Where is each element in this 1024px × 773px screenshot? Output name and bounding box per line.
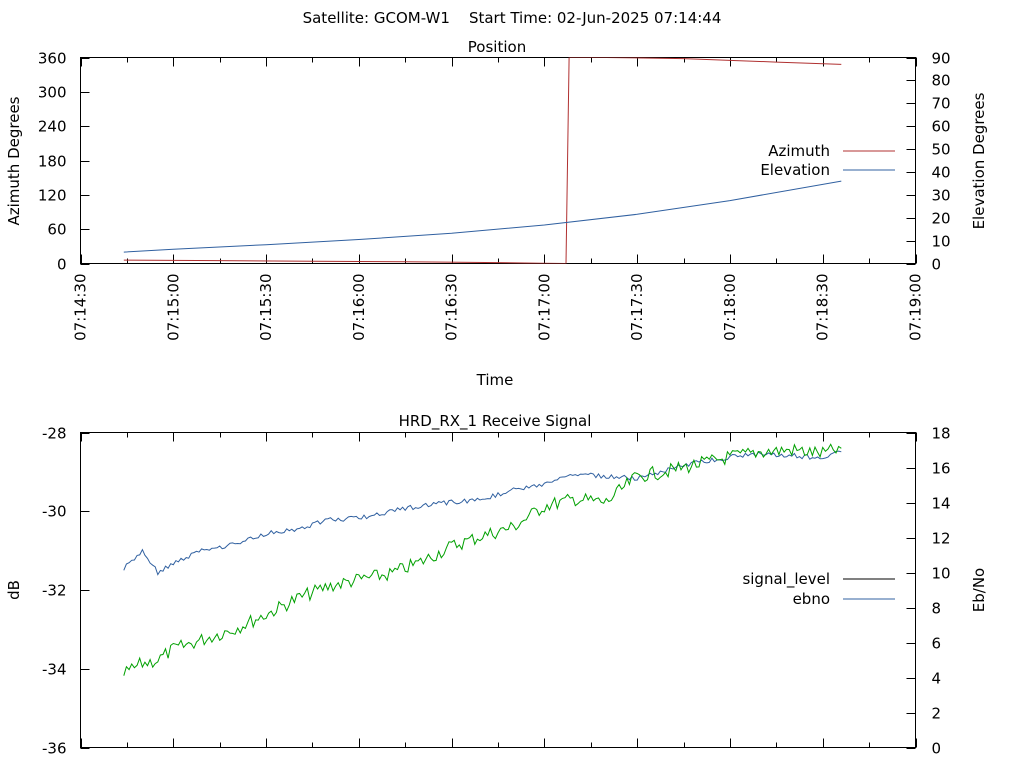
position-ylabel: Azimuth Degrees bbox=[5, 96, 23, 225]
legend-label-elevation: Elevation bbox=[760, 161, 830, 179]
position-y2label: Elevation Degrees bbox=[970, 92, 988, 229]
signal-y2tick-label: 8 bbox=[932, 600, 942, 618]
position-ytick-label: 240 bbox=[38, 118, 67, 136]
signal-y2tick-label: 0 bbox=[932, 740, 942, 758]
position-xtick-label: 07:16:30 bbox=[443, 274, 461, 341]
signal-y2tick-label: 2 bbox=[932, 705, 942, 723]
position-ytick-label: 120 bbox=[38, 187, 67, 205]
page-header: Satellite: GCOM-W1 Start Time: 02-Jun-20… bbox=[303, 9, 722, 27]
signal-y2tick-label: 16 bbox=[932, 460, 951, 478]
signal-series-line-2 bbox=[123, 443, 842, 676]
position-xtick-label: 07:14:30 bbox=[72, 274, 90, 341]
signal-y2tick-label: 12 bbox=[932, 530, 951, 548]
position-title: Position bbox=[468, 38, 526, 56]
position-ticks: 07:14:30 07:15:00 07:15:30 07:16:00 07:16:30… bbox=[38, 50, 951, 341]
signal-ylabel: dB bbox=[5, 580, 23, 600]
signal-ytick-label: -28 bbox=[42, 425, 67, 443]
position-ytick-label: 180 bbox=[38, 153, 67, 171]
position-series bbox=[123, 57, 842, 264]
legend-label-azimuth: Azimuth bbox=[768, 142, 830, 160]
position-legend: Azimuth Elevation bbox=[760, 142, 895, 179]
signal-title: HRD_RX_1 Receive Signal bbox=[399, 412, 592, 431]
position-y2tick-label: 0 bbox=[932, 256, 942, 274]
position-y2tick-label: 60 bbox=[932, 118, 951, 136]
legend-label-signal-level: signal_level bbox=[742, 570, 830, 589]
signal-series-ebno bbox=[123, 450, 842, 576]
position-xtick-label: 07:17:00 bbox=[535, 274, 553, 341]
signal-y2tick-label: 4 bbox=[932, 670, 942, 688]
signal-ytick-label: -36 bbox=[42, 740, 67, 758]
position-y2tick-label: 20 bbox=[932, 210, 951, 228]
signal-ytick-label: -30 bbox=[42, 503, 67, 521]
position-y2tick-label: 40 bbox=[932, 164, 951, 182]
signal-plot-frame bbox=[80, 432, 916, 748]
position-xtick-label: 07:15:30 bbox=[257, 274, 275, 341]
signal-ticks: -36 -34 -32 -30 -28 0 2 4 6 8 10 12 14 16 18 bbox=[42, 425, 951, 758]
position-ytick-label: 360 bbox=[38, 50, 67, 68]
position-xtick-label: 07:16:00 bbox=[350, 274, 368, 341]
signal-y2tick-label: 6 bbox=[932, 635, 942, 653]
position-chart: Position Azimuth Degrees Elevation Degre… bbox=[5, 38, 988, 389]
position-series-azimuth bbox=[123, 57, 842, 264]
position-y2tick-label: 10 bbox=[932, 233, 951, 251]
position-y2tick-label: 30 bbox=[932, 187, 951, 205]
signal-ytick-label: -34 bbox=[42, 661, 67, 679]
position-y2tick-label: 80 bbox=[932, 72, 951, 90]
position-y2tick-label: 50 bbox=[932, 141, 951, 159]
position-y2tick-label: 90 bbox=[932, 50, 951, 68]
position-ytick-label: 300 bbox=[38, 84, 67, 102]
position-xtick-label: 07:15:00 bbox=[164, 274, 182, 341]
signal-y2label: Eb/No bbox=[970, 568, 988, 612]
signal-chart: HRD_RX_1 Receive Signal dB Eb/No -36-34-… bbox=[5, 412, 988, 758]
position-xtick-label: 07:18:00 bbox=[721, 274, 739, 341]
position-xlabel: Time bbox=[476, 371, 514, 389]
legend-label-ebno: ebno bbox=[793, 590, 830, 608]
signal-ytick-label: -32 bbox=[42, 582, 67, 600]
position-xtick-label: 07:18:30 bbox=[814, 274, 832, 341]
position-y2tick-label: 70 bbox=[932, 95, 951, 113]
position-xtick-label: 07:17:30 bbox=[628, 274, 646, 341]
signal-series bbox=[123, 443, 842, 676]
signal-y2tick-label: 18 bbox=[932, 425, 951, 443]
position-xtick-label: 07:19:00 bbox=[907, 274, 925, 341]
position-ytick-label: 0 bbox=[57, 256, 67, 274]
signal-y2tick-label: 10 bbox=[932, 565, 951, 583]
signal-y2tick-label: 14 bbox=[932, 495, 951, 513]
signal-legend: signal_level ebno bbox=[742, 570, 895, 608]
position-series-elevation bbox=[123, 180, 842, 253]
position-ytick-label: 60 bbox=[47, 221, 66, 239]
